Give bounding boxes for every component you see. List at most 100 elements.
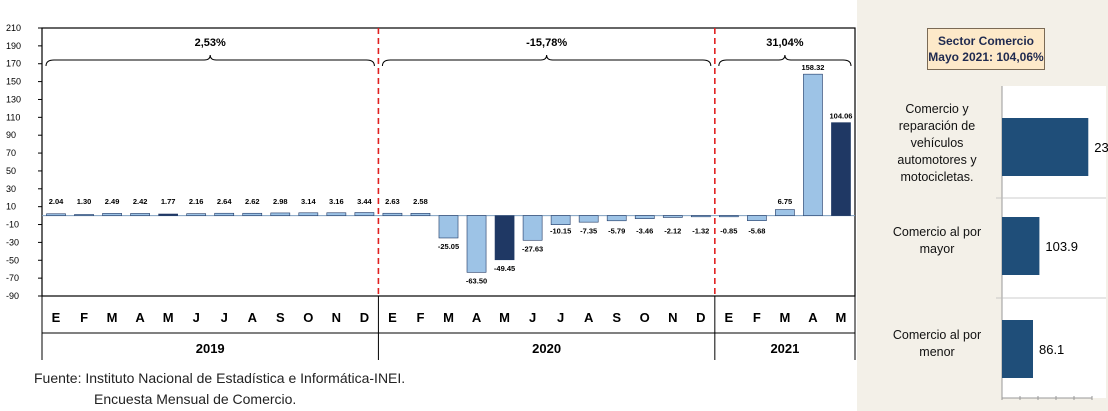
bar-value-label: 104.06 — [830, 112, 853, 121]
bar — [298, 212, 319, 216]
bar — [326, 212, 347, 216]
month-label: E — [725, 310, 734, 325]
y-tick-label: 210 — [6, 23, 21, 33]
bar — [130, 213, 150, 216]
month-label: M — [107, 310, 118, 325]
bar-value-label: 2.98 — [273, 197, 288, 206]
y-tick-label: 10 — [6, 202, 16, 212]
month-label: N — [668, 310, 677, 325]
month-label: A — [135, 310, 145, 325]
y-tick-label: -50 — [6, 255, 19, 265]
side-category-label: Comercio y — [905, 102, 969, 116]
bar — [158, 213, 178, 216]
bar — [522, 215, 543, 241]
bar-value-label: 2.16 — [189, 197, 204, 206]
bar — [242, 212, 263, 216]
plot-frame — [41, 27, 856, 297]
bar-value-label: -10.15 — [550, 227, 571, 236]
side-category-label: menor — [919, 345, 954, 359]
bar-value-label: 2.42 — [133, 197, 148, 206]
side-category-label: vehículos — [911, 136, 964, 150]
year-brace — [718, 54, 852, 67]
bar-value-label: -25.05 — [438, 242, 459, 251]
bar — [438, 215, 459, 239]
bar-value-label: -5.79 — [608, 227, 625, 236]
bar — [775, 209, 795, 216]
bar — [382, 212, 403, 216]
bar-value-label: 1.77 — [161, 197, 176, 206]
bar — [550, 215, 571, 225]
bar — [102, 213, 122, 216]
side-category-label: Comercio al por — [893, 328, 981, 342]
y-tick-label: 170 — [6, 59, 21, 69]
bar-value-label: 2.49 — [105, 197, 120, 206]
bar-value-label: 2.62 — [245, 197, 260, 206]
y-tick-label: 150 — [6, 77, 21, 87]
side-category-label: motocicletas. — [901, 170, 974, 184]
period-change-label: 2,53% — [195, 37, 226, 49]
year-label: 2019 — [196, 341, 225, 356]
side-panel: 239.7 Comercio y reparación de vehículos aut… — [857, 0, 1108, 411]
side-bar — [1002, 217, 1040, 275]
side-bar — [1002, 118, 1089, 176]
period-change-label: -15,78% — [526, 37, 567, 49]
month-label: F — [80, 310, 88, 325]
y-tick-label: 70 — [6, 148, 16, 158]
bar — [214, 212, 235, 216]
bar — [831, 122, 851, 216]
bar-value-label: 3.44 — [357, 197, 372, 206]
month-label: A — [472, 310, 482, 325]
side-title-line1: Sector Comercio — [937, 34, 1035, 48]
bar-value-label: 1.30 — [77, 197, 92, 206]
bar — [186, 213, 207, 216]
bar-value-label: 2.58 — [413, 197, 428, 206]
bar-value-label: -63.50 — [466, 276, 487, 285]
y-tick-label: -70 — [6, 273, 19, 283]
y-tick-label: 110 — [6, 112, 20, 122]
bar — [578, 215, 599, 223]
side-category-label: automotores y — [897, 153, 977, 167]
bar — [46, 213, 66, 216]
month-label: D — [696, 310, 705, 325]
side-bar — [1002, 320, 1033, 378]
month-label: F — [416, 310, 424, 325]
month-label: J — [193, 310, 200, 325]
side-title-line2: Mayo 2021: 104,06% — [928, 50, 1044, 64]
bar-value-label: -49.45 — [494, 264, 515, 273]
month-label: E — [388, 310, 397, 325]
side-bar-value-label: 86.1 — [1039, 342, 1064, 357]
bar-value-label: -5.68 — [748, 227, 765, 236]
y-tick-label: -30 — [6, 237, 19, 247]
bar-value-label: 2.63 — [385, 197, 400, 206]
y-tick-label: 50 — [6, 166, 16, 176]
bar — [466, 215, 487, 273]
bar — [662, 215, 683, 218]
month-label: M — [779, 310, 790, 325]
source-line1: Fuente: Instituto Nacional de Estadístic… — [34, 370, 406, 386]
month-label: O — [303, 310, 313, 325]
y-tick-label: 30 — [6, 184, 16, 194]
side-category-label: mayor — [920, 242, 955, 256]
month-label: M — [443, 310, 454, 325]
month-label: O — [640, 310, 650, 325]
y-tick-label: -90 — [6, 291, 19, 301]
bar-value-label: -27.63 — [522, 244, 543, 253]
month-label: A — [584, 310, 594, 325]
bar-value-label: 3.16 — [329, 197, 344, 206]
month-label: S — [612, 310, 621, 325]
month-label: S — [276, 310, 285, 325]
bar — [270, 212, 291, 216]
month-label: D — [360, 310, 369, 325]
bar — [634, 215, 655, 219]
source-line2: Encuesta Mensual de Comercio. — [94, 391, 297, 407]
bar — [803, 73, 823, 216]
bar-value-label: 2.04 — [49, 197, 64, 206]
bar-value-label: -7.35 — [580, 227, 597, 236]
y-tick-label: 130 — [6, 94, 21, 104]
y-tick-label: 190 — [6, 41, 21, 51]
bar-value-label: 3.14 — [301, 197, 316, 206]
y-tick-label: 90 — [6, 130, 16, 140]
side-bar-value-label: 239.7 — [1094, 140, 1108, 155]
bar-value-label: -2.12 — [664, 227, 681, 236]
side-category-label: Comercio al por — [893, 225, 981, 239]
